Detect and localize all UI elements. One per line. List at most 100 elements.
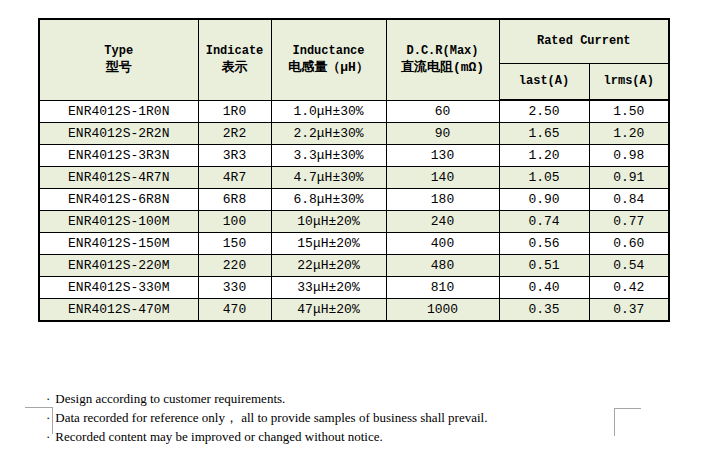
column-header-isat: last(A) <box>499 63 589 100</box>
cell-irms: 1.50 <box>589 100 669 123</box>
cell-irms: 1.20 <box>589 123 669 145</box>
cell-dcr: 180 <box>386 189 499 211</box>
cell-isat: 0.51 <box>499 255 589 277</box>
header-irms-label: lrms(A) <box>590 73 669 89</box>
cell-inductance: 6.8μH±30% <box>271 189 386 211</box>
footnotes: · Design according to customer requiremen… <box>46 389 487 446</box>
table-row: ENR4012S-470M 470 47μH±20% 1000 0.35 0.3… <box>39 299 669 322</box>
cell-dcr: 480 <box>386 255 499 277</box>
header-isat-label: last(A) <box>500 73 589 89</box>
cell-indicate: 150 <box>198 233 271 255</box>
table-row: ENR4012S-100M 100 10μH±20% 240 0.74 0.77 <box>39 211 669 233</box>
cell-irms: 0.84 <box>589 189 669 211</box>
header-rated-current-label: Rated Current <box>500 33 669 49</box>
cell-irms: 0.91 <box>589 167 669 189</box>
cell-type: ENR4012S-1R0N <box>39 100 198 123</box>
cell-indicate: 2R2 <box>198 123 271 145</box>
cell-inductance: 2.2μH±30% <box>271 123 386 145</box>
cell-isat: 0.90 <box>499 189 589 211</box>
cell-isat: 0.56 <box>499 233 589 255</box>
cell-type: ENR4012S-220M <box>39 255 198 277</box>
cell-indicate: 6R8 <box>198 189 271 211</box>
footnote-line: ·Recorded content may be improved or cha… <box>46 427 487 446</box>
header-inductance-en: Inductance <box>272 43 386 59</box>
column-header-irms: lrms(A) <box>589 63 669 100</box>
cell-type: ENR4012S-6R8N <box>39 189 198 211</box>
header-type-zh: 型号 <box>40 59 198 77</box>
footnote-line: · Design according to customer requiremen… <box>46 389 487 408</box>
cell-inductance: 4.7μH±30% <box>271 167 386 189</box>
cell-type: ENR4012S-150M <box>39 233 198 255</box>
cell-irms: 0.60 <box>589 233 669 255</box>
cell-isat: 0.74 <box>499 211 589 233</box>
cell-inductance: 33μH±20% <box>271 277 386 299</box>
table-row: ENR4012S-6R8N 6R8 6.8μH±30% 180 0.90 0.8… <box>39 189 669 211</box>
cell-irms: 0.42 <box>589 277 669 299</box>
cell-indicate: 1R0 <box>198 100 271 123</box>
column-header-type: Type 型号 <box>39 19 198 100</box>
cell-inductance: 1.0μH±30% <box>271 100 386 123</box>
cell-irms: 0.77 <box>589 211 669 233</box>
header-type-en: Type <box>40 43 198 59</box>
column-header-rated-current: Rated Current <box>499 19 669 63</box>
cell-type: ENR4012S-2R2N <box>39 123 198 145</box>
cell-irms: 0.54 <box>589 255 669 277</box>
cell-type: ENR4012S-330M <box>39 277 198 299</box>
table-row: ENR4012S-220M 220 22μH±20% 480 0.51 0.54 <box>39 255 669 277</box>
bullet-icon: · <box>46 389 50 408</box>
cell-isat: 0.40 <box>499 277 589 299</box>
header-indicate-en: Indicate <box>199 43 271 59</box>
cell-isat: 2.50 <box>499 100 589 123</box>
cell-inductance: 47μH±20% <box>271 299 386 322</box>
column-header-dcr: D.C.R(Max) 直流电阻(mΩ) <box>386 19 499 100</box>
column-header-inductance: Inductance 电感量（μH） <box>271 19 386 100</box>
cell-indicate: 470 <box>198 299 271 322</box>
cell-inductance: 15μH±20% <box>271 233 386 255</box>
table-row: ENR4012S-150M 150 15μH±20% 400 0.56 0.60 <box>39 233 669 255</box>
cell-inductance: 10μH±20% <box>271 211 386 233</box>
cell-dcr: 400 <box>386 233 499 255</box>
footnote-text: Design according to customer requirement… <box>55 391 285 406</box>
header-inductance-zh: 电感量（μH） <box>272 59 386 77</box>
cell-dcr: 240 <box>386 211 499 233</box>
table-row: ENR4012S-3R3N 3R3 3.3μH±30% 130 1.20 0.9… <box>39 145 669 167</box>
cell-isat: 1.65 <box>499 123 589 145</box>
header-row-main: Type 型号 Indicate 表示 Inductance 电感量（μH） D… <box>39 19 669 63</box>
cell-type: ENR4012S-100M <box>39 211 198 233</box>
cell-dcr: 1000 <box>386 299 499 322</box>
table-row: ENR4012S-330M 330 33μH±20% 810 0.40 0.42 <box>39 277 669 299</box>
margin-crop-mark-left <box>25 407 53 434</box>
cell-type: ENR4012S-470M <box>39 299 198 322</box>
cell-dcr: 810 <box>386 277 499 299</box>
cell-indicate: 220 <box>198 255 271 277</box>
cell-dcr: 130 <box>386 145 499 167</box>
cell-indicate: 4R7 <box>198 167 271 189</box>
cell-type: ENR4012S-3R3N <box>39 145 198 167</box>
cell-indicate: 3R3 <box>198 145 271 167</box>
cell-irms: 0.98 <box>589 145 669 167</box>
cell-indicate: 330 <box>198 277 271 299</box>
cell-dcr: 60 <box>386 100 499 123</box>
footnote-line: ·Data recorded for reference only， all t… <box>46 408 487 427</box>
inductor-spec-table: Type 型号 Indicate 表示 Inductance 电感量（μH） D… <box>38 18 670 322</box>
table-row: ENR4012S-4R7N 4R7 4.7μH±30% 140 1.05 0.9… <box>39 167 669 189</box>
cell-type: ENR4012S-4R7N <box>39 167 198 189</box>
header-indicate-zh: 表示 <box>199 59 271 77</box>
cell-isat: 0.35 <box>499 299 589 322</box>
footnote-text: Recorded content may be improved or chan… <box>55 429 382 444</box>
cell-inductance: 3.3μH±30% <box>271 145 386 167</box>
cell-indicate: 100 <box>198 211 271 233</box>
header-dcr-en: D.C.R(Max) <box>387 43 499 59</box>
cell-inductance: 22μH±20% <box>271 255 386 277</box>
table-row: ENR4012S-1R0N 1R0 1.0μH±30% 60 2.50 1.50 <box>39 100 669 123</box>
column-header-indicate: Indicate 表示 <box>198 19 271 100</box>
cell-dcr: 140 <box>386 167 499 189</box>
cell-isat: 1.20 <box>499 145 589 167</box>
cell-irms: 0.37 <box>589 299 669 322</box>
header-dcr-zh: 直流电阻(mΩ) <box>387 59 499 77</box>
margin-crop-mark-right <box>614 408 641 436</box>
cell-isat: 1.05 <box>499 167 589 189</box>
footnote-text: Data recorded for reference only， all to… <box>55 410 487 425</box>
cell-dcr: 90 <box>386 123 499 145</box>
table-row: ENR4012S-2R2N 2R2 2.2μH±30% 90 1.65 1.20 <box>39 123 669 145</box>
